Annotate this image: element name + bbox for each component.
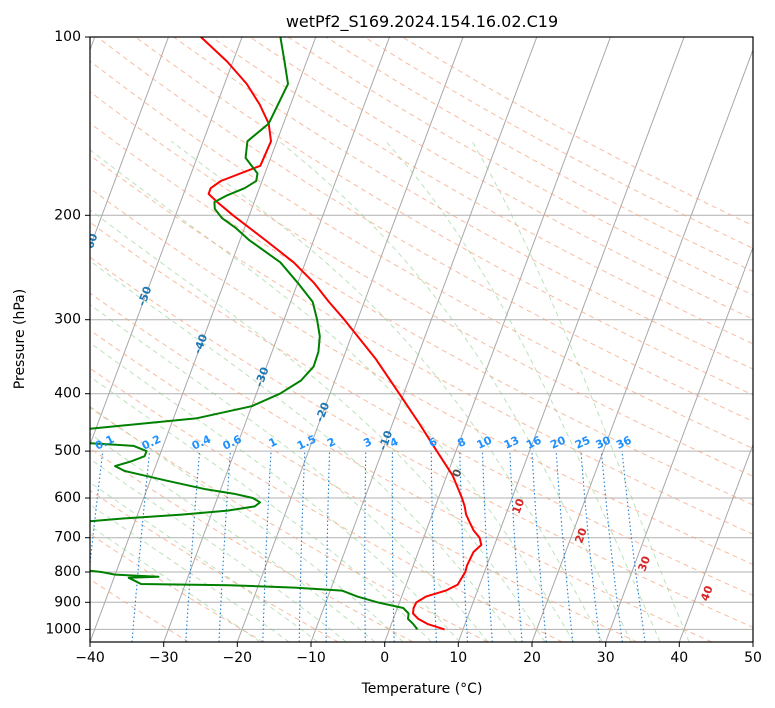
isotherm-line	[310, 37, 538, 642]
x-tick-label: 20	[523, 650, 541, 666]
isotherm-line	[90, 37, 169, 249]
y-tick-label: 500	[54, 443, 81, 459]
mixing-ratio-line	[621, 451, 646, 642]
y-tick-label: 600	[54, 490, 81, 506]
warm-isotherm-label: 40	[698, 584, 716, 603]
mixing-ratio-label: 16	[524, 433, 544, 451]
dewpoint-profile	[90, 37, 419, 631]
plot-frame	[89, 36, 754, 643]
dry-adiabat	[90, 256, 753, 628]
moist-adiabat	[90, 375, 432, 642]
isotherm-line	[90, 37, 317, 642]
dry-adiabat	[90, 221, 753, 597]
dry-adiabat	[90, 292, 712, 642]
chart-title: wetPf2_S169.2024.154.16.02.C19	[286, 12, 558, 32]
dry-adiabat	[90, 447, 414, 642]
isotherm-line	[90, 37, 243, 446]
y-axis-label: Pressure (hPa)	[12, 289, 28, 389]
y-tick-label: 100	[54, 29, 81, 45]
y-tick-label: 400	[54, 386, 81, 402]
dry-adiabat	[249, 37, 753, 320]
moist-adiabat	[385, 140, 661, 642]
x-tick-label: −10	[296, 650, 326, 666]
dry-adiabat	[90, 489, 339, 642]
isotherm-line	[457, 37, 685, 642]
isotherm-line	[384, 37, 611, 642]
dry-adiabat	[90, 367, 563, 642]
isotherm-label: -60	[81, 231, 100, 254]
moist-adiabat	[90, 209, 546, 642]
isotherm-line	[236, 37, 464, 642]
mixing-ratio-line	[531, 451, 547, 642]
y-tick-label: 900	[54, 594, 81, 610]
mixing-ratio-line	[555, 451, 574, 642]
dry-adiabat	[90, 91, 753, 477]
mixing-ratio-label: 36	[614, 433, 634, 451]
warm-isotherm-label: 10	[510, 496, 528, 515]
mixing-ratio-label: 30	[594, 433, 614, 451]
x-tick-label: 50	[744, 650, 762, 666]
mixing-ratio-label: 13	[502, 434, 521, 452]
warm-isotherm-label: 20	[572, 526, 590, 545]
mixing-ratio-line	[580, 451, 601, 642]
moist-adiabat	[90, 481, 319, 642]
x-tick-label: 10	[449, 650, 467, 666]
dry-adiabat	[90, 533, 264, 642]
moist-adiabat	[90, 503, 290, 642]
plot-area: -100-90-80-70-60-50-40-30-20-100.10.20.4…	[81, 37, 753, 642]
y-tick-label: 800	[54, 564, 81, 580]
moist-adiabat	[171, 140, 603, 642]
x-tick-label: −40	[75, 650, 105, 666]
y-tick-label: 700	[54, 530, 81, 546]
moist-adiabat	[278, 140, 632, 642]
moist-adiabat	[90, 149, 575, 642]
y-tick-label: 200	[54, 207, 81, 223]
mixing-ratio-label: 20	[548, 433, 568, 451]
isotherm-line	[678, 443, 753, 642]
isotherm-line	[163, 37, 390, 642]
sounding-series	[90, 37, 483, 631]
moist-adiabat	[90, 260, 517, 642]
dry-adiabat	[96, 37, 753, 422]
pressure-gridlines	[90, 37, 753, 630]
moist-adiabat	[471, 141, 690, 642]
mixing-ratio-line	[90, 451, 104, 569]
axes: −40 −30 −20 −10 0 10 20 30 40 50 100 200 300 400 500 60…	[45, 29, 762, 666]
moist-adiabat	[90, 342, 461, 642]
x-tick-label: −30	[149, 650, 179, 666]
temperature-profile	[200, 37, 483, 631]
x-tick-label: 30	[597, 650, 615, 666]
mixing-ratio-lines	[90, 451, 646, 642]
isotherm-lines	[90, 37, 753, 642]
x-tick-label: 40	[670, 650, 688, 666]
dry-adiabat	[90, 154, 753, 535]
mixing-ratio-line	[131, 451, 151, 642]
y-tick-label: 1000	[45, 621, 81, 637]
x-tick-label: 0	[380, 650, 389, 666]
mixing-ratio-label: 10	[475, 433, 495, 451]
isotherm-line	[605, 245, 753, 642]
dry-adiabat	[90, 406, 488, 642]
moist-adiabats	[90, 140, 690, 642]
dry-adiabat	[173, 37, 753, 370]
warm-isotherm-label: 30	[636, 554, 654, 573]
y-tick-label: 300	[54, 312, 81, 328]
dry-adiabat	[90, 187, 753, 565]
moist-adiabat	[90, 304, 489, 642]
x-tick-label: −20	[223, 650, 253, 666]
mixing-ratio-label: 25	[573, 434, 592, 452]
moist-adiabat	[90, 458, 347, 642]
mixing-ratio-line	[600, 451, 623, 642]
isotherm-line	[531, 48, 753, 642]
x-axis-label: Temperature (°C)	[361, 681, 483, 697]
dry-adiabats	[90, 37, 753, 642]
